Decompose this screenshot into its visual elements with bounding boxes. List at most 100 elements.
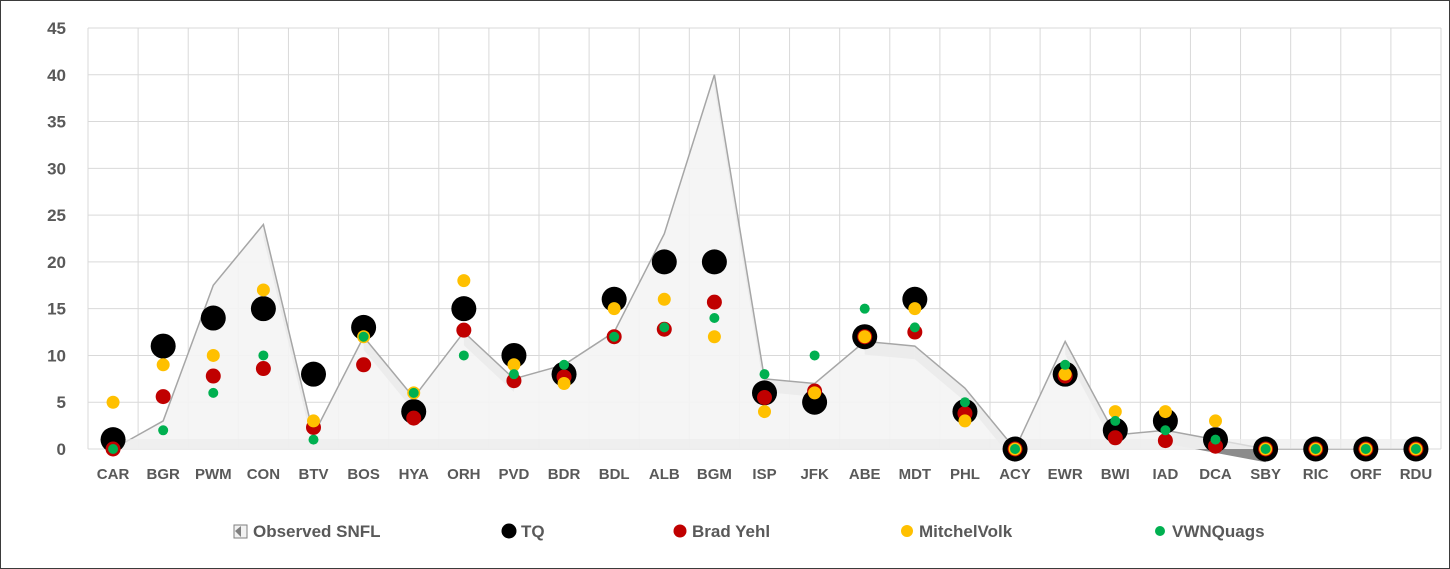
y-tick-label: 10: [47, 346, 66, 365]
marker-mitchelvolk: [457, 274, 471, 288]
marker-tq: [301, 361, 326, 387]
marker-mitchelvolk: [206, 348, 220, 362]
legend-label: TQ: [521, 522, 545, 541]
x-tick-label: ALB: [649, 466, 680, 483]
x-tick-label: RIC: [1303, 466, 1329, 483]
marker-brad-yehl: [757, 390, 772, 406]
y-axis-ticks: 0 5 10 15 20 25 30 35 40 45: [47, 19, 66, 459]
marker-brad-yehl: [1157, 433, 1173, 449]
marker-mitchelvolk: [156, 358, 170, 372]
marker-vwnquags: [1110, 415, 1121, 426]
marker-brad-yehl: [706, 294, 722, 310]
marker-mitchelvolk: [758, 405, 771, 419]
marker-brad-yehl: [456, 322, 472, 338]
x-tick-label: MDT: [899, 466, 932, 483]
y-tick-label: 45: [47, 19, 66, 38]
y-tick-label: 15: [47, 300, 66, 319]
legend-label: Observed SNFL: [253, 522, 381, 541]
marker-tq: [802, 389, 828, 415]
x-tick-label: CON: [247, 466, 280, 483]
observed-area-floor: [113, 439, 1416, 449]
marker-mitchelvolk: [106, 395, 120, 409]
marker-brad-yehl: [356, 357, 372, 373]
marker-tq: [1152, 408, 1178, 434]
marker-tq: [601, 286, 627, 312]
y-tick-label: 0: [57, 440, 66, 459]
marker-vwnquags: [508, 369, 519, 380]
x-tick-label: BTV: [299, 466, 329, 483]
marker-mitchelvolk: [657, 292, 671, 306]
marker-brad-yehl: [155, 389, 171, 405]
marker-vwnquags: [1360, 444, 1371, 454]
marker-mitchelvolk: [256, 283, 270, 297]
marker-vwnquags: [408, 387, 419, 398]
marker-vwnquags: [809, 350, 820, 361]
x-tick-label: JFK: [800, 466, 829, 483]
x-tick-label: EWR: [1048, 466, 1083, 483]
marker-vwnquags: [158, 425, 169, 436]
y-tick-label: 25: [47, 206, 66, 225]
marker-vwnquags: [609, 331, 620, 342]
x-tick-label: BGR: [146, 466, 180, 483]
legend-label: Brad Yehl: [692, 522, 770, 541]
x-tick-label: ACY: [999, 466, 1031, 483]
legend-marker-swatch: [673, 524, 687, 538]
x-tick-label: BDL: [599, 466, 630, 483]
marker-vwnquags: [559, 359, 570, 370]
marker-vwnquags: [959, 397, 970, 408]
x-axis-ticks: CAR BGR PWM CON BTV BOS HYA ORH PVD BDR BDL ALB BGM I…: [97, 466, 1432, 483]
marker-vwnquags: [208, 387, 219, 398]
marker-tq: [150, 333, 176, 359]
marker-tq: [250, 296, 276, 322]
marker-vwnquags: [1310, 444, 1321, 454]
x-tick-label: BGM: [697, 466, 732, 483]
marker-mitchelvolk: [507, 358, 521, 372]
x-tick-label: BWI: [1101, 466, 1130, 483]
legend: Observed SNFL TQ Brad Yehl MitchelVolk VWNQu…: [233, 522, 1265, 541]
marker-tq: [200, 305, 226, 331]
y-tick-label: 30: [47, 159, 66, 178]
marker-mitchelvolk: [707, 330, 721, 344]
legend-label: MitchelVolk: [919, 522, 1013, 541]
marker-vwnquags: [759, 369, 770, 380]
marker-vwnquags: [659, 322, 670, 333]
x-tick-label: RDU: [1400, 466, 1433, 483]
marker-mitchelvolk: [808, 386, 822, 400]
marker-vwnquags: [859, 303, 870, 314]
marker-vwnquags: [1160, 425, 1171, 436]
marker-vwnquags: [258, 350, 269, 361]
x-tick-label: PWM: [195, 466, 232, 483]
marker-vwnquags: [1210, 434, 1221, 445]
marker-vwnquags: [1010, 444, 1021, 454]
marker-vwnquags: [358, 331, 369, 342]
marker-brad-yehl: [1107, 430, 1123, 446]
marker-mitchelvolk: [1209, 414, 1222, 428]
marker-mitchelvolk: [858, 330, 872, 344]
x-tick-label: BDR: [548, 466, 581, 483]
legend-marker-swatch: [501, 523, 517, 539]
marker-vwnquags: [909, 322, 920, 333]
y-tick-label: 35: [47, 113, 66, 132]
marker-tq: [351, 314, 377, 340]
marker-mitchelvolk: [307, 414, 320, 428]
area-layer: [112, 74, 1416, 463]
observed-area: [113, 74, 1416, 450]
marker-mitchelvolk: [958, 414, 972, 428]
legend-marker-swatch: [901, 525, 913, 537]
marker-vwnquags: [1060, 359, 1071, 370]
x-tick-label: PHL: [950, 466, 980, 483]
marker-vwnquags: [458, 350, 469, 361]
x-tick-label: SBY: [1250, 466, 1281, 483]
x-tick-label: ISP: [752, 466, 776, 483]
marker-brad-yehl: [255, 361, 271, 377]
legend-marker-swatch: [1155, 526, 1165, 536]
y-tick-label: 5: [57, 393, 66, 412]
x-tick-label: HYA: [399, 466, 429, 483]
y-tick-label: 40: [47, 66, 66, 85]
marker-mitchelvolk: [557, 377, 571, 391]
marker-tq: [902, 286, 928, 312]
marker-vwnquags: [709, 313, 720, 324]
x-tick-label: IAD: [1152, 466, 1178, 483]
x-tick-label: PVD: [499, 466, 530, 483]
